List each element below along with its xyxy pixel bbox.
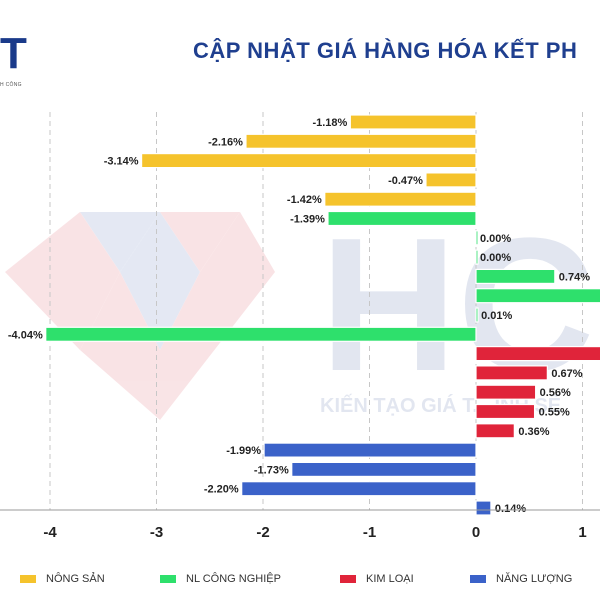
bar [475, 365, 548, 381]
legend-label: NĂNG LƯỢNG [496, 573, 573, 585]
data-labels: -1.18% -2.16% -3.14% -0.47% -1.42% -1.39% 0.00… [8, 117, 590, 515]
legend-label: NL CÔNG NGHIỆP [186, 573, 281, 585]
bar [327, 210, 477, 227]
watermark-letters: HC [320, 199, 594, 411]
data-label: -1.39% [290, 214, 325, 226]
watermark-logo: HC KIẾN TẠO GIÁ T... ỊNH SẼ [5, 199, 594, 420]
data-label: 0.00% [480, 252, 511, 264]
company-tagline: H CÔNG [0, 82, 22, 88]
bar [475, 249, 479, 265]
data-label: -1.99% [226, 445, 261, 457]
x-tick-label: 0 [472, 524, 480, 541]
bar [45, 326, 477, 342]
legend-swatch [20, 575, 36, 583]
data-label: 0.01% [481, 310, 512, 322]
legend-label: NÔNG SẢN [46, 573, 105, 585]
data-label: -3.14% [104, 156, 139, 168]
bar [263, 442, 477, 458]
bars [45, 114, 600, 516]
x-tick-label: 1 [578, 524, 586, 541]
legend-label: KIM LOẠI [366, 573, 414, 585]
bar [475, 384, 537, 400]
legend-item-kim-loai: KIM LOẠI [340, 573, 414, 585]
x-tick-label: -4 [43, 524, 57, 541]
chart-title: CẬP NHẬT GIÁ HÀNG HÓA KẾT PH [193, 38, 578, 63]
bar [475, 423, 515, 439]
data-label: -1.73% [254, 464, 289, 476]
data-label: -4.04% [8, 329, 43, 341]
bar [291, 461, 477, 477]
data-label: 0.67% [551, 368, 582, 380]
bar [475, 403, 536, 420]
data-label: 0.36% [518, 426, 549, 438]
data-label: 0.14% [495, 503, 526, 515]
legend-item-nang-luong: NĂNG LƯỢNG [470, 573, 572, 585]
data-label: 0.56% [540, 387, 571, 399]
data-label: -1.42% [287, 194, 322, 206]
data-label: -0.47% [388, 175, 423, 187]
bar [241, 481, 477, 497]
x-axis: -4 -3 -2 -1 0 1 [0, 509, 600, 541]
bar [475, 307, 479, 323]
bar [475, 268, 556, 284]
x-tick-label: -2 [256, 524, 269, 541]
data-label: -2.20% [204, 484, 239, 496]
bar [425, 172, 477, 188]
bar [475, 288, 600, 304]
data-label: -1.18% [312, 117, 347, 129]
company-logo: T [0, 29, 27, 78]
legend: NÔNG SẢN NL CÔNG NGHIỆP KIM LOẠI NĂNG LƯ… [0, 573, 600, 593]
bar [140, 153, 477, 169]
legend-swatch [340, 575, 356, 583]
legend-item-nl-cong-nghiep: NL CÔNG NGHIỆP [160, 573, 281, 585]
bar [324, 191, 477, 207]
data-label: 0.74% [559, 271, 590, 283]
bar [475, 500, 492, 516]
x-tick-label: -3 [150, 524, 163, 541]
data-label: 0.00% [480, 233, 511, 245]
bar [349, 114, 477, 130]
bar [475, 346, 600, 362]
legend-item-nong-san: NÔNG SẢN [20, 573, 105, 585]
legend-swatch [470, 575, 486, 583]
data-label: 0.55% [539, 407, 570, 419]
data-label: -2.16% [208, 136, 243, 148]
legend-swatch [160, 575, 176, 583]
bar [475, 230, 479, 246]
x-tick-label: -1 [363, 524, 376, 541]
bar [245, 133, 477, 149]
